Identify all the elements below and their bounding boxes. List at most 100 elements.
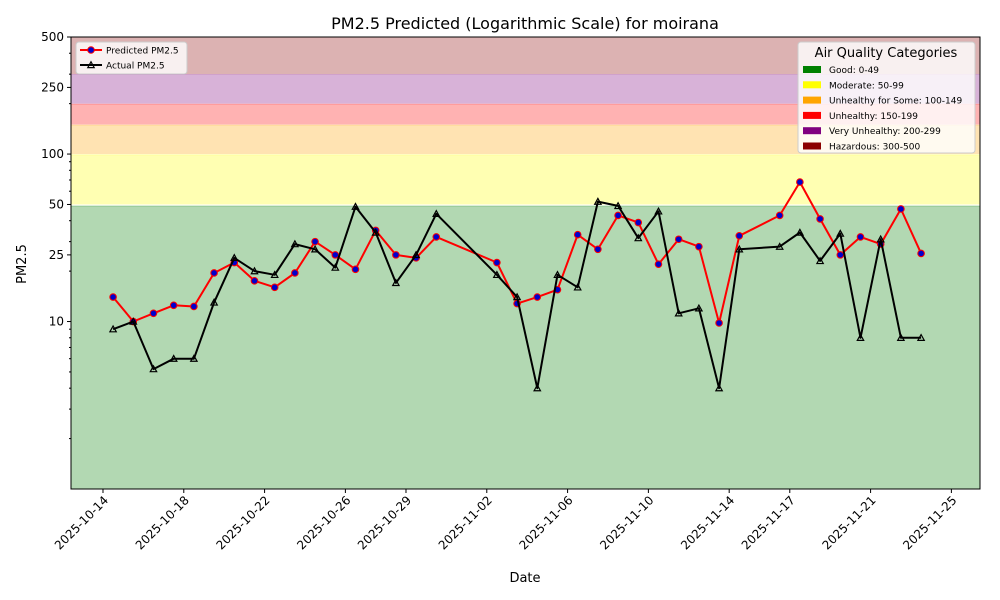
predicted-point bbox=[634, 218, 643, 227]
predicted-point bbox=[836, 251, 845, 259]
predicted-point bbox=[291, 269, 299, 277]
predicted-point bbox=[775, 211, 784, 220]
series-legend-box bbox=[75, 41, 188, 75]
actual-point bbox=[856, 333, 865, 341]
predicted-point bbox=[614, 211, 622, 220]
actual-point bbox=[654, 206, 663, 215]
actual-point bbox=[916, 333, 926, 341]
predicted-point bbox=[897, 205, 905, 213]
predicted-point bbox=[351, 265, 360, 274]
predicted-point bbox=[210, 269, 218, 277]
actual-point bbox=[795, 228, 805, 236]
actual-point bbox=[331, 263, 340, 271]
actual-point bbox=[129, 317, 138, 325]
actual-point bbox=[876, 234, 885, 243]
x-tick-label: 2025-10-14 bbox=[52, 493, 111, 552]
predicted-point bbox=[331, 251, 340, 259]
actual-point bbox=[573, 282, 582, 291]
category-label: Good: 0-49 bbox=[829, 66, 879, 76]
category-label: Very Unhealthy: 200-299 bbox=[829, 127, 941, 137]
x-tick-label: 2025-11-17 bbox=[739, 493, 798, 552]
y-tick-label: 100 bbox=[41, 147, 64, 161]
predicted-point bbox=[432, 233, 441, 241]
predicted-point bbox=[695, 242, 703, 251]
predicted-point bbox=[917, 249, 925, 258]
actual-point bbox=[270, 270, 279, 279]
category-swatch bbox=[803, 127, 821, 135]
predicted-point bbox=[109, 293, 117, 301]
y-axis-label: PM2.5 bbox=[15, 244, 30, 284]
category-swatch bbox=[803, 111, 821, 119]
legend-actual-label: Actual PM2.5 bbox=[106, 62, 165, 72]
category-label: Unhealthy for Some: 100-149 bbox=[829, 97, 962, 107]
predicted-point bbox=[715, 319, 723, 327]
actual-point bbox=[815, 256, 825, 265]
actual-point bbox=[634, 233, 643, 242]
y-tick-label: 500 bbox=[41, 30, 64, 44]
categories-legend: Air Quality Categories Good: 0-49 Moderate… bbox=[797, 41, 976, 154]
legend-actual-marker bbox=[86, 60, 96, 69]
actual-point bbox=[230, 253, 239, 262]
actual-point bbox=[694, 303, 704, 312]
category-swatch bbox=[803, 96, 821, 104]
predicted-point bbox=[654, 260, 663, 268]
actual-point bbox=[108, 324, 118, 333]
x-tick-label: 2025-11-06 bbox=[516, 493, 575, 552]
actual-point bbox=[432, 209, 441, 217]
actual-point bbox=[209, 298, 219, 306]
x-tick-label: 2025-11-02 bbox=[436, 493, 495, 552]
chart-title: PM2.5 Predicted (Logarithmic Scale) for … bbox=[331, 14, 719, 33]
aqi-band bbox=[71, 104, 980, 125]
y-tick-label: 10 bbox=[49, 315, 64, 329]
x-tick-label: 2025-11-10 bbox=[597, 493, 656, 552]
predicted-point bbox=[311, 237, 319, 246]
actual-point bbox=[674, 308, 683, 317]
category-swatch bbox=[803, 142, 821, 150]
actual-point bbox=[250, 266, 259, 275]
aqi-band bbox=[71, 154, 980, 205]
actual-point bbox=[714, 383, 724, 392]
legend-predicted-marker bbox=[87, 46, 95, 54]
actual-point bbox=[613, 201, 623, 210]
predicted-point bbox=[573, 230, 582, 239]
y-tick-label: 50 bbox=[49, 197, 64, 211]
actual-point bbox=[593, 197, 603, 205]
category-swatch bbox=[803, 66, 821, 73]
categories-legend-title: Air Quality Categories bbox=[815, 46, 958, 61]
predicted-point bbox=[533, 293, 542, 301]
actual-point bbox=[735, 244, 744, 253]
category-label: Hazardous: 300-500 bbox=[829, 143, 920, 153]
actual-point bbox=[290, 239, 300, 248]
actual-point bbox=[189, 354, 199, 362]
category-label: Moderate: 50-99 bbox=[829, 81, 904, 91]
predicted-point bbox=[796, 178, 804, 186]
aqi-band bbox=[71, 205, 980, 489]
actual-point bbox=[391, 278, 401, 287]
plot-frame bbox=[70, 36, 981, 490]
y-tick-label: 25 bbox=[49, 248, 64, 262]
predicted-point bbox=[594, 245, 602, 254]
predicted-line bbox=[112, 181, 923, 324]
categories-legend-box bbox=[797, 41, 976, 154]
actual-point bbox=[371, 228, 380, 236]
x-tick-label: 2025-10-22 bbox=[213, 493, 272, 552]
actual-point bbox=[896, 333, 906, 341]
predicted-point bbox=[149, 309, 158, 318]
predicted-point bbox=[190, 302, 198, 311]
actual-point bbox=[169, 354, 178, 362]
predicted-point bbox=[735, 232, 744, 240]
x-tick-label: 2025-10-29 bbox=[355, 493, 414, 552]
x-tick-label: 2025-11-25 bbox=[900, 493, 959, 552]
category-label: Unhealthy: 150-199 bbox=[829, 112, 918, 122]
predicted-point bbox=[392, 251, 400, 259]
actual-point bbox=[310, 244, 320, 253]
y-tick-label: 250 bbox=[41, 80, 64, 94]
predicted-point bbox=[816, 215, 824, 223]
predicted-point bbox=[169, 301, 178, 310]
x-tick-label: 2025-11-14 bbox=[678, 493, 737, 552]
predicted-point bbox=[493, 258, 501, 267]
actual-point bbox=[411, 250, 421, 259]
series-legend: Predicted PM2.5 Actual PM2.5 bbox=[75, 41, 188, 75]
actual-point bbox=[553, 270, 562, 279]
